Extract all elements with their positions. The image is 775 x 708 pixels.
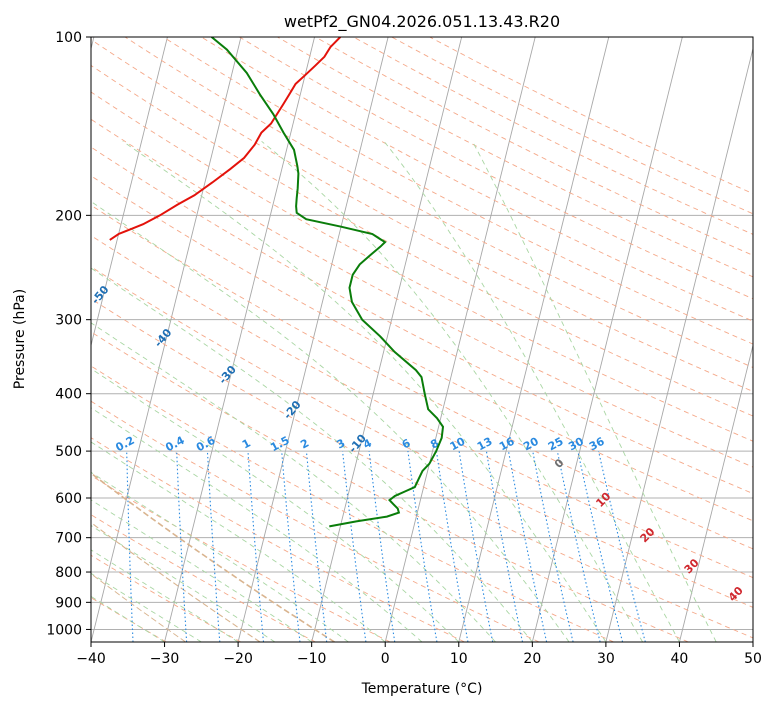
moist-adiabat-line xyxy=(91,322,496,642)
moist-adiabat-line xyxy=(91,549,239,642)
y-tick-label: 800 xyxy=(55,565,82,581)
tan-curve xyxy=(91,573,186,642)
mixing-ratio-line xyxy=(342,451,367,642)
mixing-ratio-line xyxy=(485,451,524,642)
dry-adiabat-line xyxy=(91,39,753,392)
isotherm-line xyxy=(164,37,315,642)
dry-adiabat-line xyxy=(162,37,753,345)
mixing-ratio-label: 20 xyxy=(521,435,541,454)
dry-adiabat-line xyxy=(91,474,391,642)
x-axis-label: Temperature (°C) xyxy=(361,681,483,697)
moist-adiabat-line xyxy=(91,200,570,642)
mixing-ratio-label: 30 xyxy=(566,435,586,454)
y-tick-label: 900 xyxy=(55,595,82,611)
mixing-ratio-line xyxy=(305,451,328,642)
x-tick-label: −40 xyxy=(76,651,106,667)
y-axis-label: Pressure (hPa) xyxy=(12,289,28,389)
isotherm-line xyxy=(384,37,536,642)
mixing-ratio-line xyxy=(247,451,265,642)
isotherm-line xyxy=(531,37,683,642)
x-tick-label: −30 xyxy=(150,651,180,667)
background-lines xyxy=(91,37,753,642)
mixing-ratio-label: 25 xyxy=(546,435,566,454)
chart-title: wetPf2_GN04.2026.051.13.43.R20 xyxy=(284,12,560,32)
y-tick-label: 600 xyxy=(55,491,82,507)
profiles xyxy=(109,37,445,528)
dry-adiabat-line xyxy=(91,204,753,550)
x-tick-label: −10 xyxy=(297,651,327,667)
dry-adiabat-line xyxy=(91,365,614,642)
dry-adiabat-line xyxy=(91,437,465,642)
mixing-ratio-line xyxy=(407,451,438,642)
moist-adiabat-line xyxy=(261,140,644,642)
mixing-ratio-line xyxy=(556,450,601,642)
moist-adiabat-line xyxy=(122,140,607,642)
plot-frame xyxy=(90,36,754,643)
y-tick-label: 1000 xyxy=(46,622,82,638)
dry-adiabat-line xyxy=(91,554,242,642)
dry-adiabat-line xyxy=(91,266,753,608)
axis-ticks: −40 −30 −20 −10 0 10 20 30 40 50 100 200 300 400 500 60… xyxy=(46,30,762,667)
mixing-ratio-label: 16 xyxy=(497,435,517,454)
temperature-profile xyxy=(109,37,342,241)
mixing-ratio-line xyxy=(597,450,646,642)
y-tick-label: 200 xyxy=(55,208,82,224)
mixing-ratio-line xyxy=(281,451,301,642)
tan-curve xyxy=(91,472,335,642)
isotherm-line xyxy=(679,343,753,642)
isotherm-line xyxy=(237,37,389,642)
mixing-ratio-line xyxy=(532,450,574,642)
x-tick-label: 20 xyxy=(523,651,541,667)
dry-adiabat-line xyxy=(91,298,753,639)
mixing-ratio-label: 36 xyxy=(587,435,607,454)
x-tick-label: 0 xyxy=(381,651,390,667)
isotherm-line xyxy=(311,37,463,642)
moist-adiabat-line xyxy=(91,267,533,642)
isotherm-line xyxy=(458,37,610,642)
y-tick-label: 500 xyxy=(55,444,82,460)
moist-adiabat-line xyxy=(383,141,680,642)
y-tick-label: 400 xyxy=(55,387,82,403)
y-tick-label: 700 xyxy=(55,531,82,547)
x-tick-label: 30 xyxy=(597,651,615,667)
dewpoint-profile xyxy=(210,37,445,528)
dry-adiabat-line xyxy=(91,64,753,417)
mixing-ratio-label: 13 xyxy=(475,435,495,454)
dry-adiabat-line xyxy=(91,235,753,579)
isotherm-line xyxy=(91,37,168,348)
dry-adiabat-line xyxy=(91,146,753,495)
x-tick-label: 40 xyxy=(671,651,689,667)
x-tick-label: −20 xyxy=(223,651,253,667)
dry-adiabat-line xyxy=(91,597,167,642)
x-tick-label: 10 xyxy=(450,651,468,667)
dry-adiabat-line xyxy=(239,37,753,300)
mixing-ratio-line xyxy=(507,451,548,642)
moist-adiabat-line xyxy=(91,572,202,642)
isotherm-line xyxy=(605,46,753,642)
moist-adiabat-line xyxy=(91,595,165,642)
dry-adiabat-line xyxy=(91,331,689,642)
mixing-ratio-line xyxy=(368,451,396,642)
x-tick-label: 50 xyxy=(744,651,762,667)
y-tick-label: 300 xyxy=(55,313,82,329)
moist-adiabat-line xyxy=(91,525,276,642)
dry-adiabat-line xyxy=(91,118,753,468)
dry-adiabat-line xyxy=(91,175,753,522)
y-tick-label: 100 xyxy=(55,30,82,46)
mixing-ratio-line xyxy=(577,450,624,642)
mixing-ratio-label: 10 xyxy=(448,435,468,454)
